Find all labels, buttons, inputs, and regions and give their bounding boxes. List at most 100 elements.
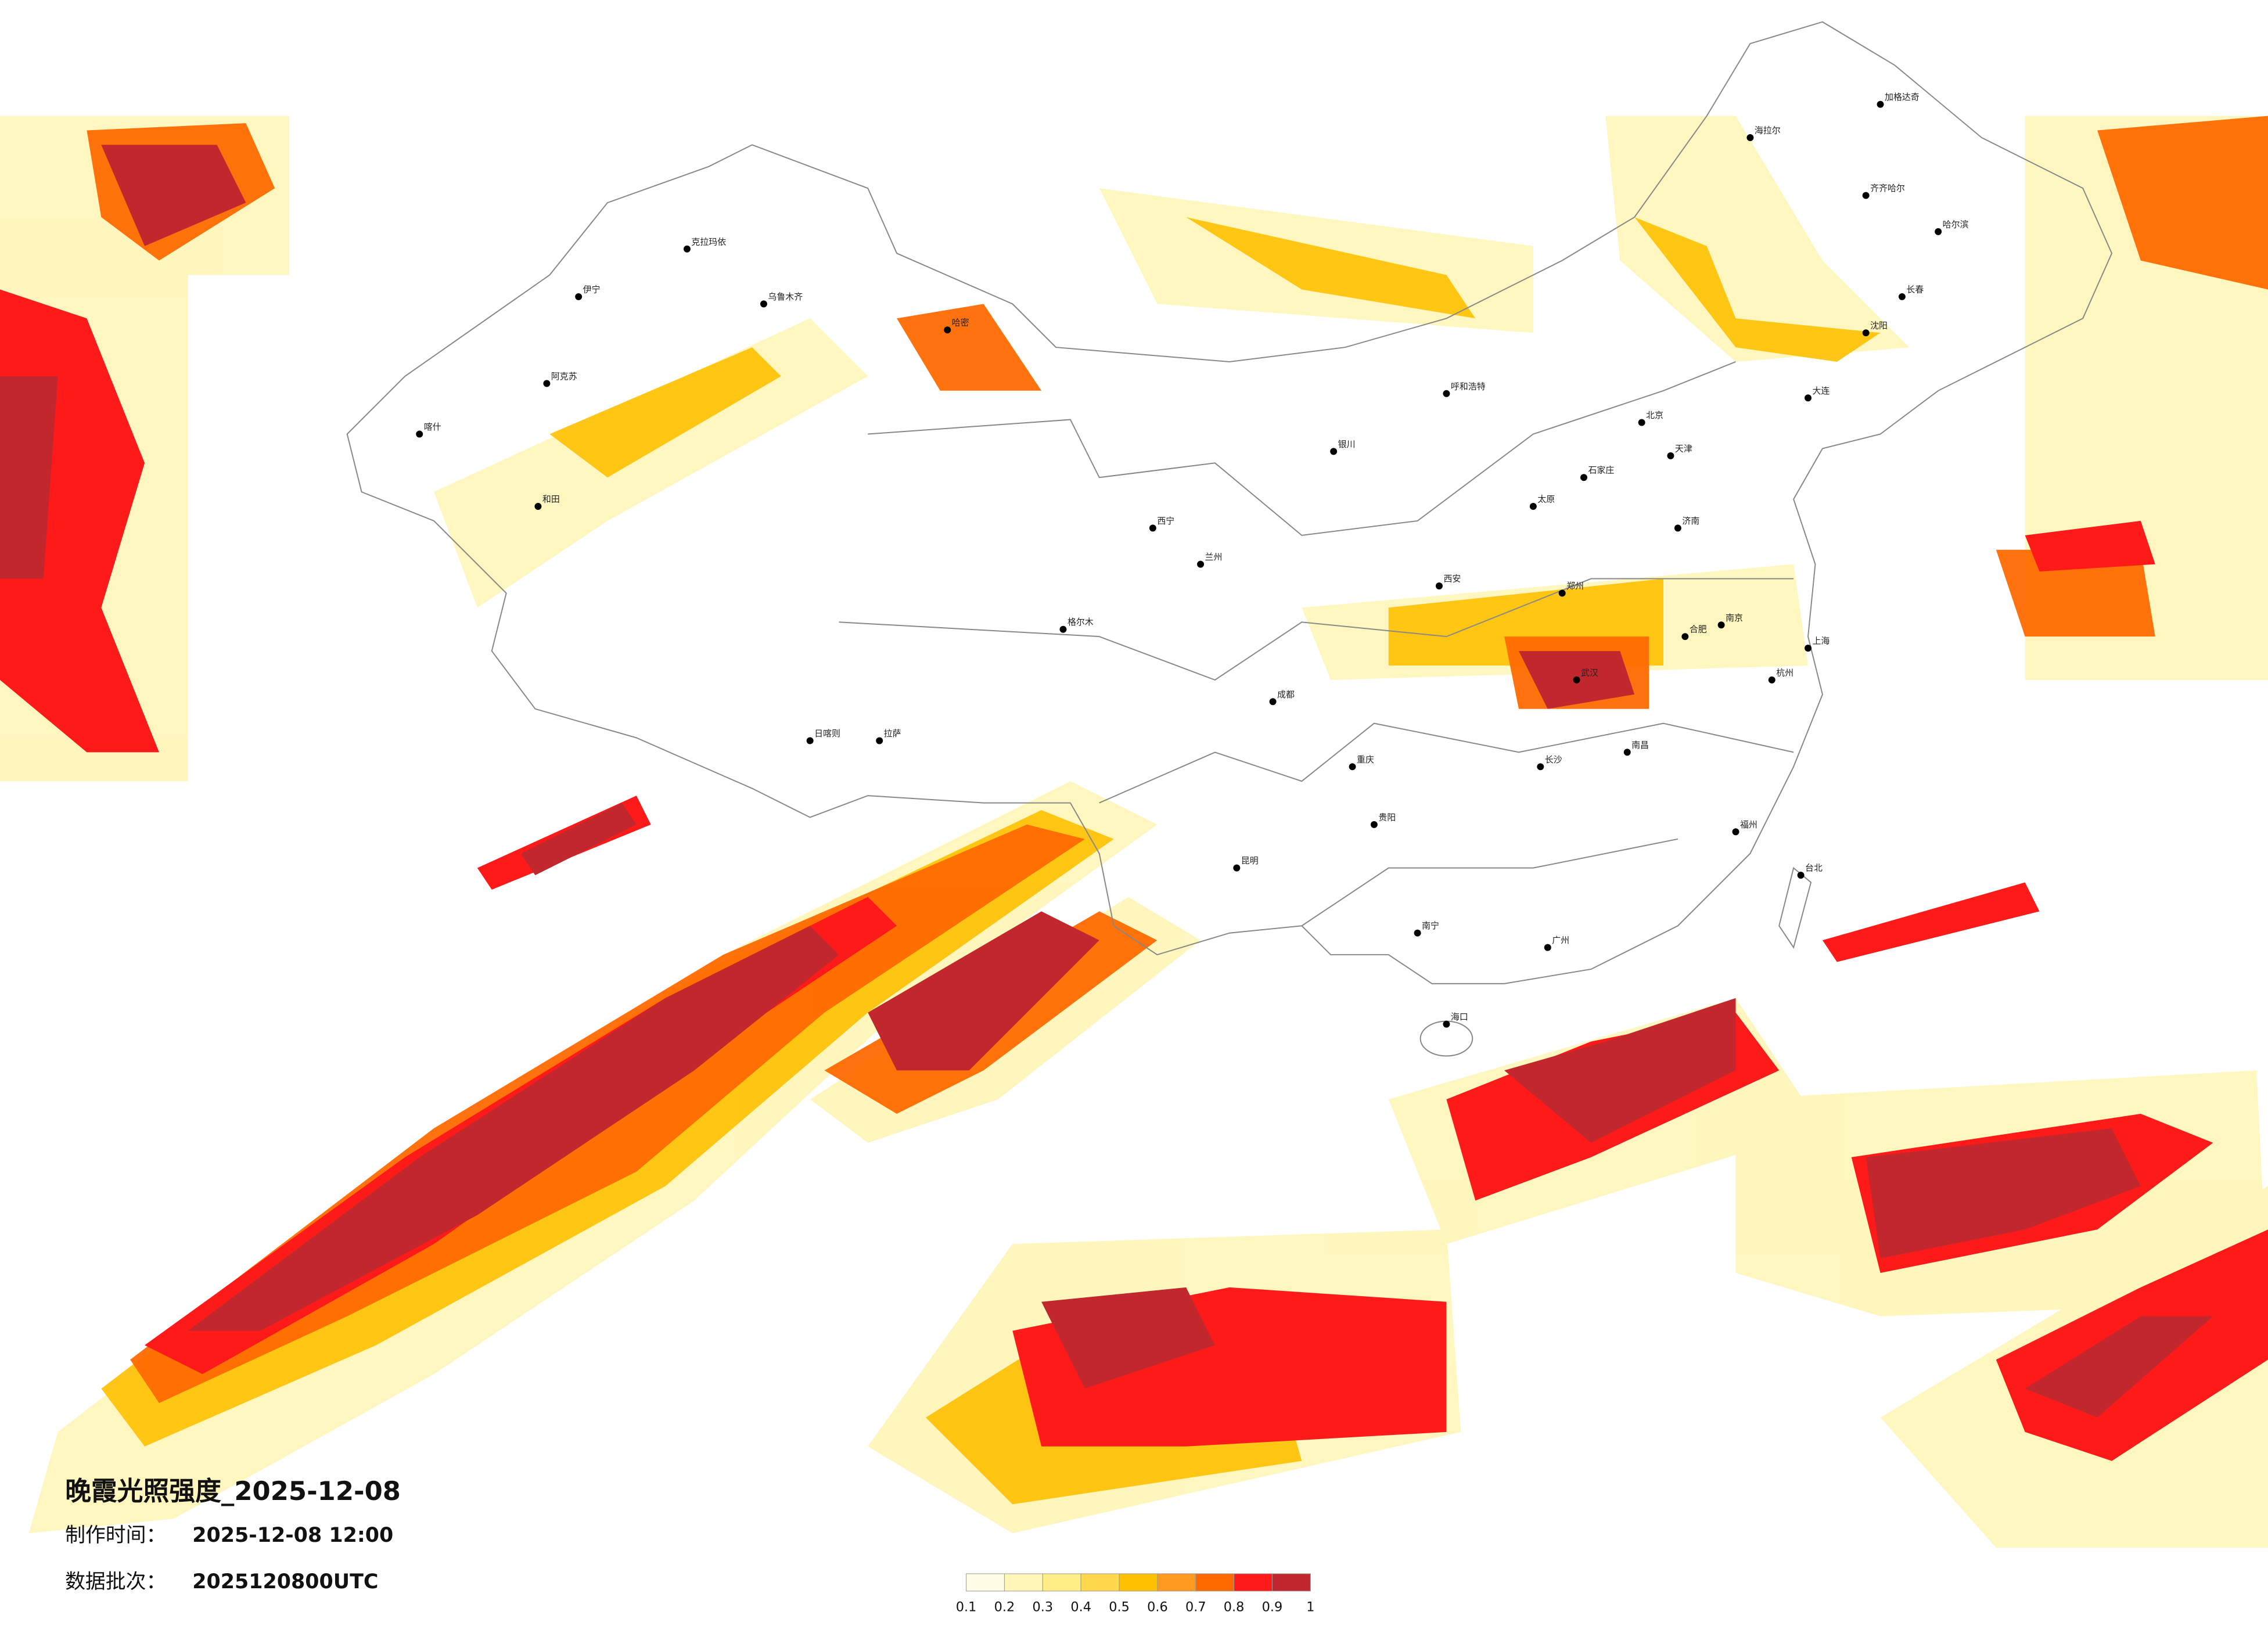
made-label: 制作时间： xyxy=(65,1524,166,1547)
city-label: 哈密 xyxy=(952,318,969,328)
colorbar-tick-label: 0.3 xyxy=(1033,1600,1054,1615)
city-label: 阿克苏 xyxy=(551,371,577,382)
made-value: 2025-12-08 12:00 xyxy=(192,1524,393,1547)
city-dot xyxy=(1667,452,1674,459)
city-dot xyxy=(760,300,767,308)
city-label: 大连 xyxy=(1813,386,1830,396)
city-dot xyxy=(1862,329,1870,337)
city-dot xyxy=(1805,645,1812,652)
city-dot xyxy=(1269,698,1277,706)
city-label: 喀什 xyxy=(424,422,441,432)
city-label: 台北 xyxy=(1805,863,1823,873)
city-label: 南昌 xyxy=(1631,740,1649,750)
colorbar-swatch xyxy=(1271,1573,1311,1592)
colorbar-swatch xyxy=(1157,1573,1196,1592)
city-label: 海口 xyxy=(1451,1012,1468,1022)
city-dot xyxy=(1443,1020,1450,1028)
city-dot xyxy=(1529,503,1537,510)
city-label: 杭州 xyxy=(1776,667,1793,678)
city-label: 贵阳 xyxy=(1378,812,1396,822)
city-label: 天津 xyxy=(1675,443,1692,454)
city-dot xyxy=(1436,582,1443,589)
city-dot xyxy=(876,737,883,744)
country-outline xyxy=(346,21,2113,1057)
city-label: 福州 xyxy=(1740,819,1757,830)
colorbar-tick-label: 0.8 xyxy=(1224,1600,1245,1615)
city-dot xyxy=(1573,676,1580,684)
city-dot xyxy=(806,737,814,744)
city-label: 武汉 xyxy=(1581,667,1598,678)
city-label: 合肥 xyxy=(1690,624,1707,635)
colorbar-swatch xyxy=(1080,1573,1120,1592)
city-label: 拉萨 xyxy=(884,728,901,739)
colorbar-swatch xyxy=(1234,1573,1273,1592)
city-dot xyxy=(1862,192,1870,199)
colorbar-tick-label: 0.7 xyxy=(1185,1600,1206,1615)
city-dot xyxy=(1197,560,1205,568)
city-dot xyxy=(1797,872,1805,879)
city-label: 和田 xyxy=(542,494,560,505)
city-label: 郑州 xyxy=(1566,581,1584,591)
city-dot xyxy=(1768,676,1775,684)
colorbar: 0.1 0.2 0.3 0.4 0.5 0.6 0.7 0.8 0.9 1 xyxy=(956,1573,1314,1615)
colorbar-tick-label: 0.4 xyxy=(1070,1600,1091,1615)
city-dot xyxy=(1732,828,1739,836)
city-dot xyxy=(1805,394,1812,402)
city-label: 西安 xyxy=(1443,574,1461,584)
batch-value: 2025120800UTC xyxy=(192,1570,378,1593)
city-label: 广州 xyxy=(1552,935,1569,945)
colorbar-tick-label: 0.6 xyxy=(1147,1600,1168,1615)
city-label: 克拉玛依 xyxy=(691,236,726,247)
city-dot xyxy=(534,503,542,510)
city-dot xyxy=(1370,821,1378,828)
colorbar-tick-label: 1 xyxy=(1306,1600,1314,1615)
city-label: 日喀则 xyxy=(814,728,840,739)
city-dot xyxy=(1623,749,1631,756)
city-label: 格尔木 xyxy=(1067,617,1094,627)
city-label: 呼和浩特 xyxy=(1451,381,1486,391)
city-label: 南宁 xyxy=(1422,920,1439,931)
city-label: 成都 xyxy=(1277,689,1295,700)
city-label: 兰州 xyxy=(1205,552,1223,562)
city-label: 昆明 xyxy=(1241,855,1259,866)
city-dot xyxy=(416,430,423,438)
city-dot xyxy=(683,245,691,253)
colorbar-tick-label: 0.2 xyxy=(994,1600,1015,1615)
city-label: 哈尔滨 xyxy=(1943,219,1969,229)
city-dot xyxy=(1059,625,1067,633)
city-dot xyxy=(1935,228,1942,235)
city-label: 海拉尔 xyxy=(1755,125,1781,135)
city-dot xyxy=(1149,524,1156,532)
city-label: 长春 xyxy=(1906,284,1924,294)
city-label: 乌鲁木齐 xyxy=(768,292,803,302)
colorbar-tick-label: 0.5 xyxy=(1109,1600,1130,1615)
city-dot xyxy=(1717,621,1725,629)
city-dot xyxy=(1558,589,1566,597)
city-dot xyxy=(1638,419,1645,426)
city-dot xyxy=(1330,448,1338,455)
city-dot xyxy=(944,326,951,334)
city-dot xyxy=(575,293,583,300)
city-dot xyxy=(1414,929,1421,937)
colorbar-tick-label: 0.9 xyxy=(1262,1600,1283,1615)
city-dot xyxy=(1544,944,1551,951)
city-label: 重庆 xyxy=(1357,754,1374,765)
city-label: 南京 xyxy=(1726,613,1743,623)
city-dot xyxy=(1580,474,1588,481)
heat-layer xyxy=(0,116,2268,1548)
city-dot xyxy=(1443,390,1450,397)
city-label: 太原 xyxy=(1537,494,1555,505)
colorbar-swatch xyxy=(966,1573,1005,1592)
city-dot xyxy=(1537,763,1544,771)
city-label: 上海 xyxy=(1813,636,1830,646)
city-label: 西宁 xyxy=(1157,516,1174,526)
batch-label: 数据批次： xyxy=(65,1570,166,1593)
colorbar-swatch xyxy=(1042,1573,1081,1592)
city-label: 济南 xyxy=(1682,516,1699,526)
city-label: 银川 xyxy=(1338,439,1356,449)
city-label: 北京 xyxy=(1646,410,1663,420)
colorbar-swatch xyxy=(1004,1573,1043,1592)
